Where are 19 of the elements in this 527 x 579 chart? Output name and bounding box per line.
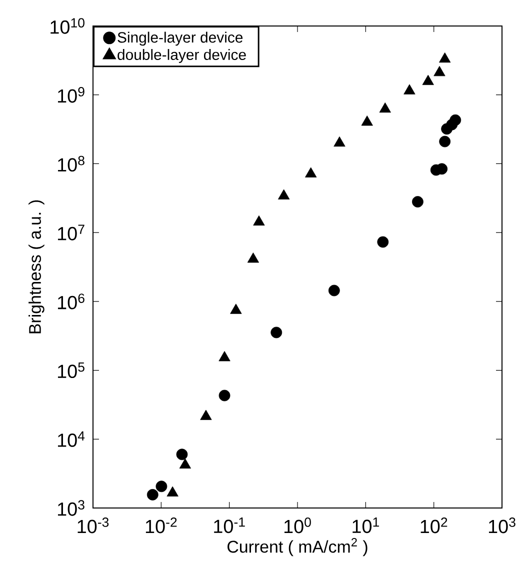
y-axis-title: Brightness ( a.u. ) [28,200,44,334]
y-tick-label: 10$^{8}$ [58,156,84,172]
x-tick-label: 10$^{-2}$ [146,518,177,534]
y-tick-label: 10$^{5}$ [58,362,84,378]
legend-label: Single-layer device [118,32,243,46]
y-tick-label: 10$^{7}$ [58,224,84,240]
x-axis-title: Current ( mA/cm$^{2}$ ) [228,538,368,556]
x-tick-label: 10$^{0}$ [284,518,311,534]
x-tick-label: 10$^{3}$ [488,518,516,534]
y-tick-label: 10$^{6}$ [58,294,84,310]
x-tick-label: 10$^{2}$ [420,518,448,534]
legend-label: double-layer device [118,49,246,63]
y-tick-label: 10$^{10}$ [50,18,84,34]
x-tick-label: 10$^{-3}$ [78,518,109,534]
x-tick-label: 10$^{-1}$ [214,518,245,534]
y-tick-label: 10$^{3}$ [58,500,84,516]
x-tick-label: 10$^{1}$ [352,518,379,534]
y-tick-label: 10$^{4}$ [58,431,85,447]
y-tick-label: 10$^{9}$ [58,87,84,103]
